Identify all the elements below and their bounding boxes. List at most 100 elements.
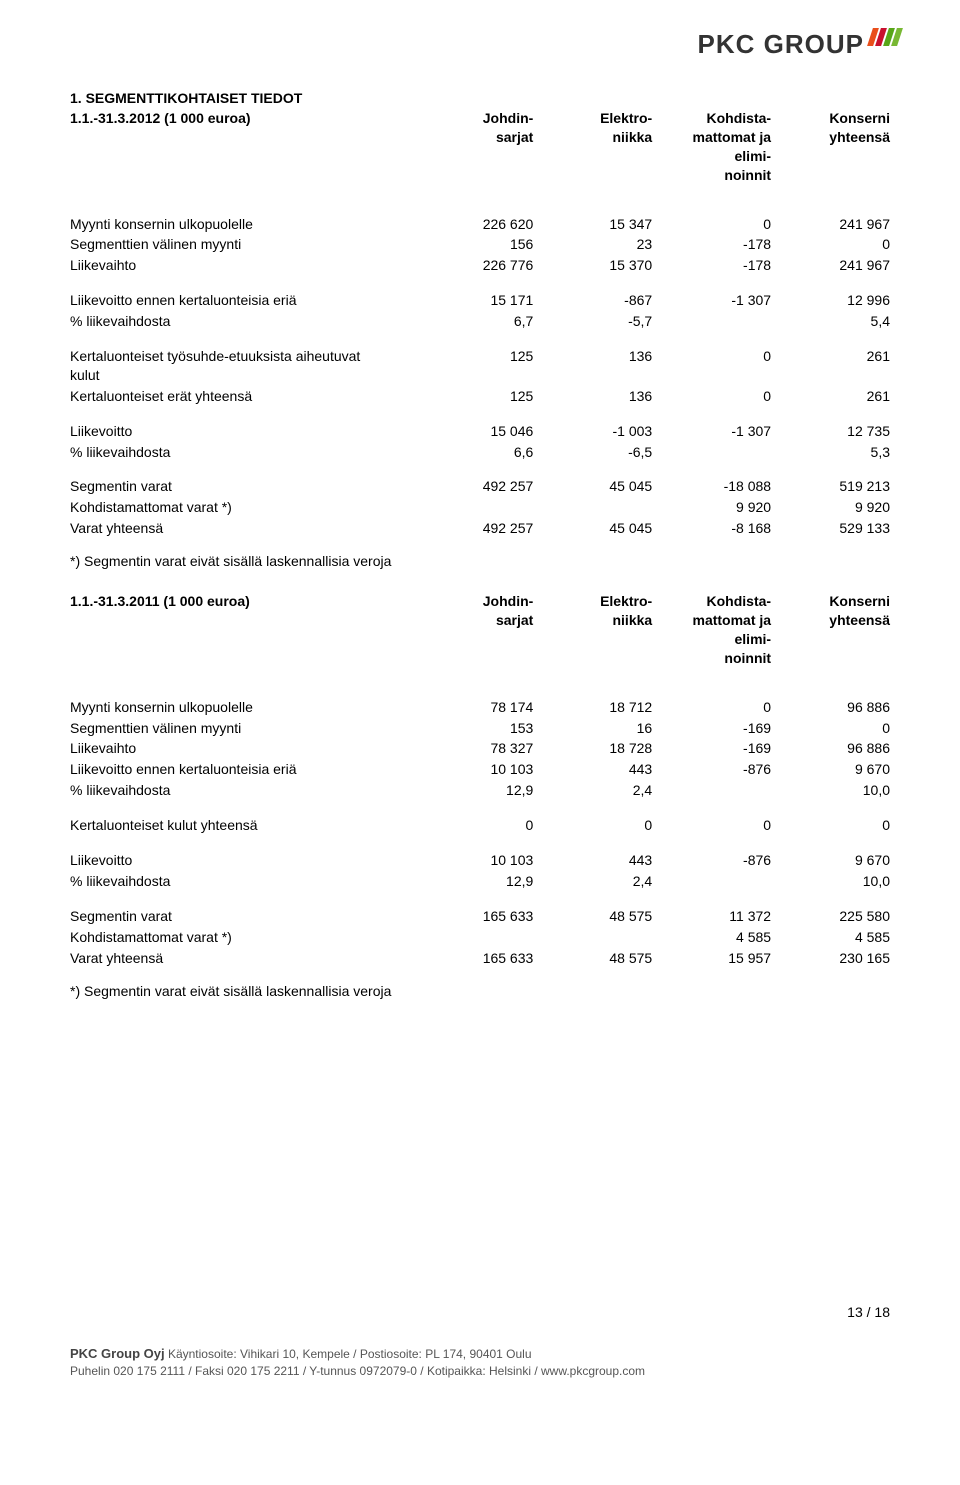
cell: 136 bbox=[533, 346, 652, 386]
cell: -876 bbox=[652, 850, 771, 871]
cell bbox=[533, 927, 652, 948]
cell: 15 171 bbox=[414, 290, 533, 311]
cell: -18 088 bbox=[652, 476, 771, 497]
cell bbox=[652, 780, 771, 801]
cell: 96 886 bbox=[771, 738, 890, 759]
row-label: Segmentin varat bbox=[70, 906, 414, 927]
cell: 492 257 bbox=[414, 476, 533, 497]
row-label: Varat yhteensä bbox=[70, 518, 414, 539]
cell: 78 327 bbox=[414, 738, 533, 759]
cell: 15 347 bbox=[533, 214, 652, 235]
row-label: Kertaluonteiset työsuhde-etuuksista aihe… bbox=[70, 346, 414, 386]
cell: 9 920 bbox=[652, 497, 771, 518]
table-row: Kertaluonteiset erät yhteensä1251360261 bbox=[70, 386, 890, 407]
cell: -8 168 bbox=[652, 518, 771, 539]
cell: 492 257 bbox=[414, 518, 533, 539]
table-row: Liikevoitto ennen kertaluonteisia eriä15… bbox=[70, 290, 890, 311]
cell: 0 bbox=[652, 697, 771, 718]
cell: 4 585 bbox=[652, 927, 771, 948]
cell: -169 bbox=[652, 738, 771, 759]
cell: 16 bbox=[533, 718, 652, 739]
cell: 153 bbox=[414, 718, 533, 739]
cell: 443 bbox=[533, 759, 652, 780]
row-label: Segmentin varat bbox=[70, 476, 414, 497]
logo-bars-icon bbox=[870, 28, 900, 46]
cell: -6,5 bbox=[533, 442, 652, 463]
cell: 15 957 bbox=[652, 948, 771, 969]
cell: 165 633 bbox=[414, 906, 533, 927]
footer-contact: Puhelin 020 175 2111 / Faksi 020 175 221… bbox=[70, 1363, 890, 1380]
cell: 45 045 bbox=[533, 518, 652, 539]
cell: 0 bbox=[414, 815, 533, 836]
cell: -178 bbox=[652, 255, 771, 276]
table-row: % liikevaihdosta6,6-6,55,3 bbox=[70, 442, 890, 463]
row-label: Liikevaihto bbox=[70, 738, 414, 759]
cell: 0 bbox=[533, 815, 652, 836]
cell: 5,3 bbox=[771, 442, 890, 463]
row-label: Segmenttien välinen myynti bbox=[70, 718, 414, 739]
table-row: Segmentin varat492 25745 045-18 088519 2… bbox=[70, 476, 890, 497]
row-label: Segmenttien välinen myynti bbox=[70, 234, 414, 255]
logo-text: PKC GROUP bbox=[698, 29, 864, 60]
period-label: 1.1.-31.3.2011 (1 000 euroa) bbox=[70, 591, 414, 669]
table-row: Myynti konsernin ulkopuolelle226 62015 3… bbox=[70, 214, 890, 235]
col-header: Kohdista- mattomat ja elimi- noinnit bbox=[652, 591, 771, 669]
cell: 45 045 bbox=[533, 476, 652, 497]
cell: 10 103 bbox=[414, 759, 533, 780]
row-label: Varat yhteensä bbox=[70, 948, 414, 969]
row-label: Liikevaihto bbox=[70, 255, 414, 276]
cell: 15 046 bbox=[414, 421, 533, 442]
col-header: Johdin- sarjat bbox=[414, 591, 533, 669]
col-header: Kohdista- mattomat ja elimi- noinnit bbox=[652, 108, 771, 186]
cell: 226 776 bbox=[414, 255, 533, 276]
cell: 10,0 bbox=[771, 871, 890, 892]
segment-table-2012: 1.1.-31.3.2012 (1 000 euroa) Johdin- sar… bbox=[70, 108, 890, 539]
cell: -1 307 bbox=[652, 290, 771, 311]
cell: 78 174 bbox=[414, 697, 533, 718]
row-label: Kertaluonteiset erät yhteensä bbox=[70, 386, 414, 407]
cell bbox=[414, 927, 533, 948]
cell: 12 996 bbox=[771, 290, 890, 311]
cell: 12,9 bbox=[414, 871, 533, 892]
table-row: % liikevaihdosta12,92,4 10,0 bbox=[70, 871, 890, 892]
cell: 96 886 bbox=[771, 697, 890, 718]
page-footer: PKC Group Oyj Käyntiosoite: Vihikari 10,… bbox=[70, 1345, 890, 1380]
cell: 12,9 bbox=[414, 780, 533, 801]
cell: 12 735 bbox=[771, 421, 890, 442]
footnote: *) Segmentin varat eivät sisällä laskenn… bbox=[70, 983, 890, 999]
cell: 48 575 bbox=[533, 906, 652, 927]
cell: 225 580 bbox=[771, 906, 890, 927]
cell: 261 bbox=[771, 346, 890, 386]
cell: 519 213 bbox=[771, 476, 890, 497]
cell: 9 670 bbox=[771, 850, 890, 871]
cell: 0 bbox=[652, 214, 771, 235]
cell: 9 670 bbox=[771, 759, 890, 780]
table-row: Varat yhteensä165 63348 57515 957230 165 bbox=[70, 948, 890, 969]
cell: 0 bbox=[652, 815, 771, 836]
page-number: 13 / 18 bbox=[847, 1304, 890, 1320]
cell: -1 003 bbox=[533, 421, 652, 442]
cell: 10,0 bbox=[771, 780, 890, 801]
cell bbox=[533, 497, 652, 518]
table-row: Myynti konsernin ulkopuolelle78 17418 71… bbox=[70, 697, 890, 718]
row-label: % liikevaihdosta bbox=[70, 442, 414, 463]
col-header: Konserni yhteensä bbox=[771, 108, 890, 186]
cell: 4 585 bbox=[771, 927, 890, 948]
cell: 136 bbox=[533, 386, 652, 407]
table-row: Varat yhteensä492 25745 045-8 168529 133 bbox=[70, 518, 890, 539]
col-header: Johdin- sarjat bbox=[414, 108, 533, 186]
cell: 165 633 bbox=[414, 948, 533, 969]
cell: 2,4 bbox=[533, 780, 652, 801]
cell: 2,4 bbox=[533, 871, 652, 892]
cell: 5,4 bbox=[771, 311, 890, 332]
table-row: Segmenttien välinen myynti15623-1780 bbox=[70, 234, 890, 255]
cell: 18 712 bbox=[533, 697, 652, 718]
cell: 226 620 bbox=[414, 214, 533, 235]
cell: -1 307 bbox=[652, 421, 771, 442]
row-label: Myynti konsernin ulkopuolelle bbox=[70, 214, 414, 235]
row-label: % liikevaihdosta bbox=[70, 871, 414, 892]
row-label: Kohdistamattomat varat *) bbox=[70, 927, 414, 948]
table-row: % liikevaihdosta6,7-5,75,4 bbox=[70, 311, 890, 332]
cell: 529 133 bbox=[771, 518, 890, 539]
col-header: Elektro- niikka bbox=[533, 591, 652, 669]
